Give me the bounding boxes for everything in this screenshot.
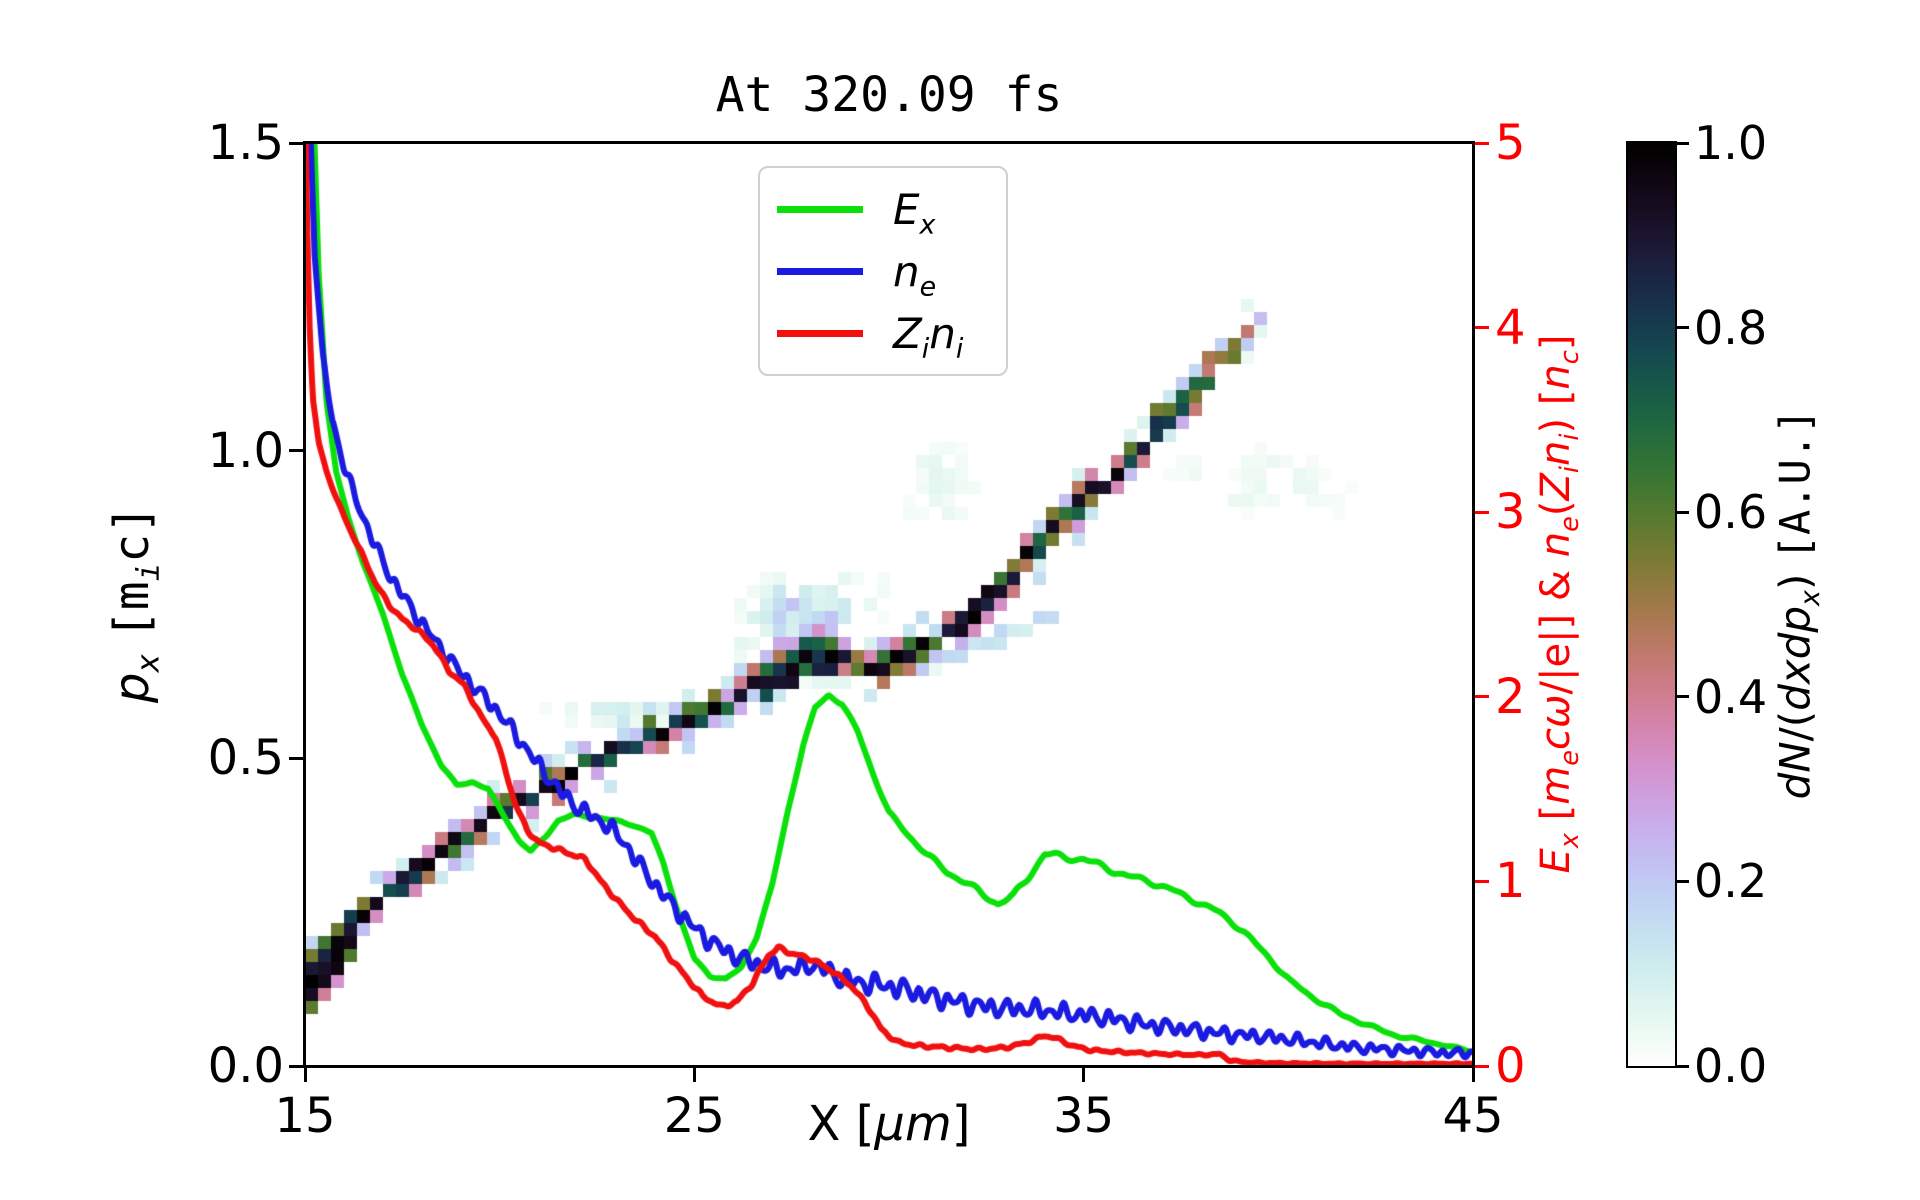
y-left-tick-mark	[289, 141, 303, 145]
colorbar-tick-mark	[1677, 879, 1689, 883]
legend-line-swatch	[777, 205, 863, 213]
colorbar-tick-mark	[1677, 1064, 1689, 1068]
y-left-tick-label: 1.5	[207, 115, 284, 171]
legend: Ex ne Zini	[758, 166, 1008, 376]
y-left-tick-label: 0.0	[207, 1038, 284, 1094]
x-tick-label: 25	[663, 1088, 725, 1144]
colorbar-tick-label: 0.0	[1694, 1039, 1768, 1093]
x-tick-label: 45	[1442, 1088, 1504, 1144]
y-right-tick-label: 4	[1495, 299, 1526, 356]
y-left-tick-label: 0.5	[207, 730, 284, 787]
colorbar-tick-label: 0.4	[1694, 669, 1768, 724]
legend-item-zini: Zini	[760, 308, 1006, 364]
y-right-tick-mark	[1475, 695, 1489, 699]
colorbar-tick-mark	[1677, 326, 1689, 330]
x-tick-label: 15	[274, 1088, 336, 1144]
x-tick-mark	[1082, 1068, 1086, 1082]
y-left-tick-mark	[289, 449, 303, 453]
y-right-tick-mark	[1475, 1064, 1489, 1068]
colorbar-tick-label: 0.2	[1694, 854, 1768, 909]
y-right-tick-label: 5	[1495, 115, 1526, 171]
legend-label: Zini	[893, 308, 964, 364]
colorbar-tick-label: 0.8	[1694, 300, 1768, 355]
y-right-tick-label: 3	[1495, 484, 1526, 541]
y-right-tick-label: 0	[1495, 1038, 1526, 1094]
plot-title: At 320.09 fs	[715, 67, 1063, 123]
x-tick-mark	[1471, 1068, 1475, 1082]
legend-line-swatch	[777, 329, 863, 337]
y-right-tick-mark	[1475, 879, 1489, 883]
colorbar-tick-mark	[1677, 141, 1689, 145]
y-axis-label-right: Ex [mecω/|e|] & ne(Zini) [nc]	[1533, 334, 1585, 874]
colorbar-tick-label: 0.6	[1694, 485, 1768, 540]
legend-label: ne	[893, 246, 937, 302]
x-axis-label: X [μm]	[807, 1096, 971, 1152]
y-right-tick-label: 2	[1495, 668, 1526, 725]
legend-label: Ex	[893, 184, 936, 240]
y-left-tick-mark	[289, 1064, 303, 1068]
colorbar-tick-label: 1.0	[1694, 116, 1768, 170]
y-right-tick-label: 1	[1495, 853, 1526, 910]
colorbar-canvas	[1628, 143, 1675, 1066]
x-tick-label: 35	[1053, 1088, 1115, 1144]
colorbar-label: dN/(dxdpx) [A.U.]	[1770, 408, 1826, 800]
y-left-tick-label: 1.0	[207, 422, 284, 479]
y-right-tick-mark	[1475, 510, 1489, 514]
colorbar-tick-mark	[1677, 510, 1689, 514]
y-axis-label-left: px [mic]	[104, 504, 167, 704]
colorbar-frame	[1626, 141, 1677, 1068]
legend-item-ne: ne	[760, 246, 1006, 302]
y-right-tick-mark	[1475, 141, 1489, 145]
colorbar-tick-mark	[1677, 695, 1689, 699]
legend-line-swatch	[777, 267, 863, 275]
legend-item-ex: Ex	[760, 184, 1006, 240]
x-tick-mark	[303, 1068, 307, 1082]
y-left-tick-mark	[289, 756, 303, 760]
x-tick-mark	[692, 1068, 696, 1082]
y-right-tick-mark	[1475, 326, 1489, 330]
